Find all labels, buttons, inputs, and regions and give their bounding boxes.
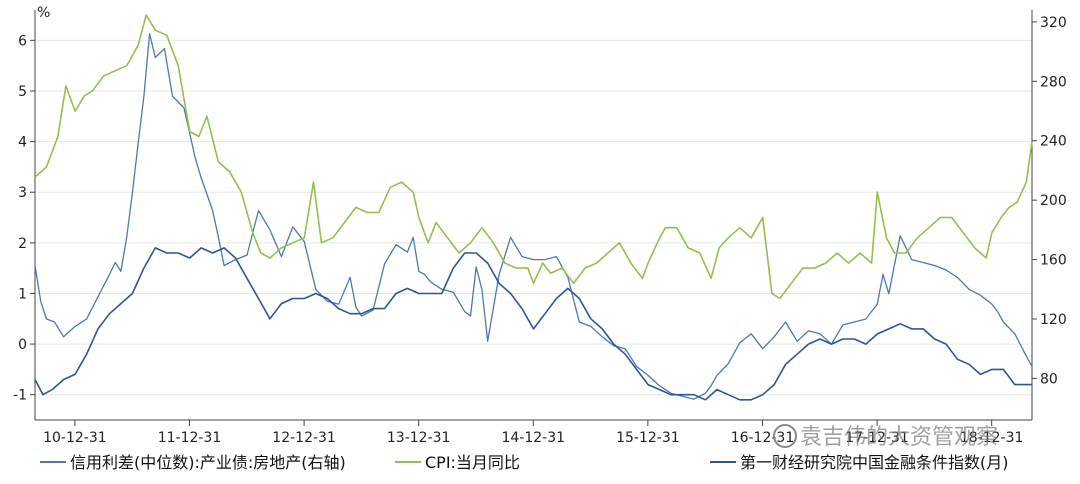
x-tick-label: 17-12-31 xyxy=(845,430,909,446)
right-tick-label: 320 xyxy=(1040,15,1067,31)
series-line-1 xyxy=(34,14,1033,300)
right-tick-label: 280 xyxy=(1040,74,1067,90)
series-line-2 xyxy=(34,247,1032,401)
right-tick-label: 160 xyxy=(1040,253,1067,269)
series-line-0 xyxy=(34,33,1033,400)
left-tick-label: 5 xyxy=(18,84,27,100)
left-tick-label: 2 xyxy=(18,236,27,252)
legend-label-1: CPI:当月同比 xyxy=(425,453,520,472)
right-tick-label: 240 xyxy=(1040,134,1067,150)
x-tick-label: 11-12-31 xyxy=(158,430,222,446)
legend-label-2: 第一财经研究院中国金融条件指数(月) xyxy=(740,453,1009,472)
x-tick-label: 10-12-31 xyxy=(43,430,107,446)
x-tick-label: 15-12-31 xyxy=(616,430,680,446)
x-tick-label: 16-12-31 xyxy=(731,430,795,446)
watermark-text: 袁吉伟的大资管观察 xyxy=(800,425,998,450)
right-tick-label: 120 xyxy=(1040,312,1067,328)
watermark: 袁吉伟的大资管观察 xyxy=(773,424,998,450)
x-tick-label: 14-12-31 xyxy=(501,430,565,446)
left-tick-label: 3 xyxy=(18,185,27,201)
legend-label-0: 信用利差(中位数):产业债:房地产(右轴) xyxy=(70,453,346,472)
left-tick-label: 0 xyxy=(18,337,27,353)
left-tick-label: -1 xyxy=(13,388,27,404)
x-tick-label: 18-12-31 xyxy=(960,430,1024,446)
left-tick-label: 1 xyxy=(18,286,27,302)
legend: 信用利差(中位数):产业债:房地产(右轴) CPI:当月同比 第一财经研究院中国金融… xyxy=(40,453,1009,472)
wechat-icon xyxy=(773,424,797,448)
axis-layer: -1 0 1 2 3 4 5 6 80 120 160 200 240 280 320 10-12-31 11-… xyxy=(13,10,1067,446)
grid-layer xyxy=(35,39,1032,396)
right-tick-label: 200 xyxy=(1040,193,1067,209)
x-tick-label: 12-12-31 xyxy=(272,430,336,446)
series-layer xyxy=(34,14,1033,401)
right-tick-label: 80 xyxy=(1040,371,1058,387)
left-tick-label: 4 xyxy=(18,135,27,151)
left-tick-label: 6 xyxy=(18,33,27,49)
left-axis-unit: % xyxy=(37,5,50,21)
x-tick-label: 13-12-31 xyxy=(387,430,451,446)
